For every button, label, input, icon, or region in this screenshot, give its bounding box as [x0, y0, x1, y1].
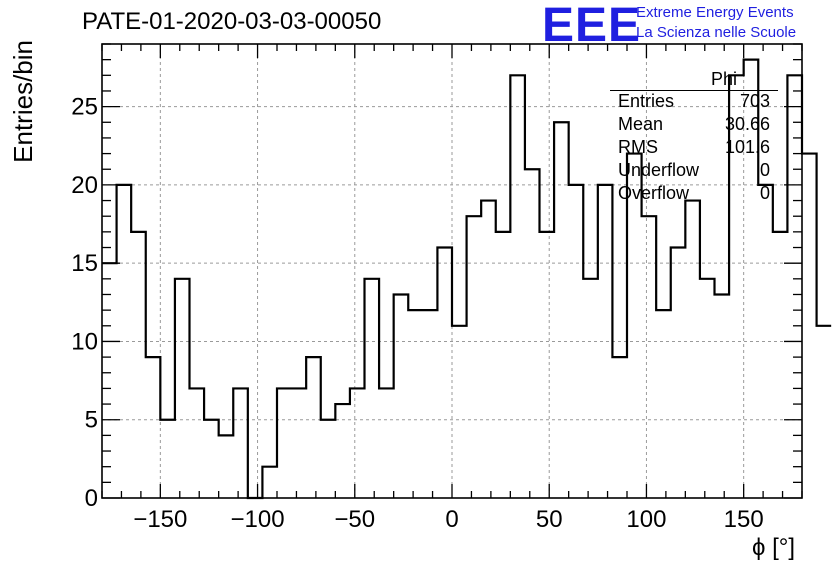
stats-key: Mean: [618, 114, 664, 134]
histogram-bin: [569, 185, 584, 498]
histogram-bin: [262, 467, 277, 498]
histogram-bin: [583, 279, 598, 498]
histogram-bin: [160, 420, 175, 498]
histogram-bin: [306, 357, 321, 498]
stats-row-underflow: Underflow 0: [610, 159, 778, 182]
x-tick-label: −100: [231, 506, 285, 533]
stats-key: Entries: [618, 91, 675, 111]
histogram-bin: [481, 201, 496, 498]
stats-value: 30.66: [724, 114, 770, 134]
histogram-step-line: [102, 58, 832, 500]
y-axis-label: Entries/bin: [8, 40, 38, 163]
histogram-bin: [233, 388, 248, 498]
stats-title: Phi: [710, 69, 737, 89]
logo-subtitle-line2: La Scienza nelle Scuole: [636, 24, 797, 41]
histogram-bin: [350, 388, 365, 498]
histogram-bin: [408, 310, 423, 498]
histogram-bin: [102, 263, 117, 498]
x-tick-label: −150: [133, 506, 187, 533]
y-tick-label: 10: [71, 328, 98, 355]
y-tick-label: 25: [71, 94, 98, 121]
histogram-bin: [715, 294, 730, 498]
stats-row-mean: Mean 30.66: [610, 113, 778, 136]
histogram-bin: [219, 435, 234, 498]
stats-value: 101.6: [724, 137, 770, 157]
stats-row-entries: Entries 703: [610, 90, 778, 113]
histogram-bin: [204, 420, 219, 498]
histogram-bin: [612, 357, 627, 498]
x-tick-label: 50: [536, 506, 563, 533]
histogram-bin: [146, 357, 161, 498]
y-tick-label: 20: [71, 172, 98, 199]
histogram-bin: [671, 248, 686, 498]
y-tick-label: 5: [85, 407, 98, 434]
stats-box: Phi Entries 703 Mean 30.66 RMS 101.6 Und…: [610, 68, 778, 205]
histogram-bin: [131, 232, 146, 498]
x-tick-label: 0: [445, 506, 458, 533]
histogram-bin: [321, 420, 336, 498]
histogram-bin: [685, 201, 700, 498]
histogram-bin: [627, 154, 642, 498]
run-title: PATE-01-2020-03-03-00050: [82, 8, 382, 35]
y-tick-label: 15: [71, 250, 98, 277]
stats-value: 0: [759, 160, 770, 180]
x-tick-label: −50: [334, 506, 375, 533]
stats-key: Underflow: [618, 160, 700, 180]
x-axis-label: ϕ [°]: [752, 534, 796, 561]
x-tick-label: 150: [724, 506, 764, 533]
x-tick-label: 100: [626, 506, 666, 533]
histogram-bin: [773, 232, 788, 498]
histogram-bin: [496, 232, 511, 498]
histogram-bin: [656, 310, 671, 498]
histogram-bin: [365, 279, 380, 498]
histogram-bin: [525, 169, 540, 498]
histogram-bin: [277, 388, 292, 498]
histogram-bin: [437, 248, 452, 498]
histogram-bin: [423, 310, 438, 498]
histogram-bin: [190, 388, 205, 498]
stats-row-rms: RMS 101.6: [610, 136, 778, 159]
histogram-bin: [802, 154, 817, 498]
histogram-bin: [292, 388, 307, 498]
histogram-bin: [379, 388, 394, 498]
histogram-bin: [117, 185, 132, 498]
stats-divider: [610, 90, 778, 91]
histogram-bin: [394, 294, 409, 498]
histogram-bin: [787, 75, 802, 498]
histogram-bin: [817, 326, 832, 498]
y-tick-label: 0: [85, 485, 98, 512]
plot-frame: [101, 43, 803, 499]
histogram-bin: [554, 122, 569, 498]
histogram-bin: [510, 75, 525, 498]
histogram-bin: [540, 232, 555, 498]
histogram-bin: [758, 185, 773, 498]
stats-key: Overflow: [618, 183, 690, 203]
histogram-bin: [700, 279, 715, 498]
stats-value: 0: [759, 183, 770, 203]
histogram-bin: [642, 216, 657, 498]
stats-row-overflow: Overflow 0: [610, 182, 778, 205]
stats-value: 703: [739, 91, 770, 111]
logo-subtitle-line1: Extreme Energy Events: [636, 4, 794, 21]
histogram-bin: [175, 279, 190, 498]
histogram-bin: [598, 185, 613, 498]
histogram-bin: [467, 216, 482, 498]
histogram-bin: [452, 326, 467, 498]
stats-key: RMS: [618, 137, 658, 157]
histogram-bin: [335, 404, 350, 498]
eee-logo: EEE: [542, 0, 642, 52]
